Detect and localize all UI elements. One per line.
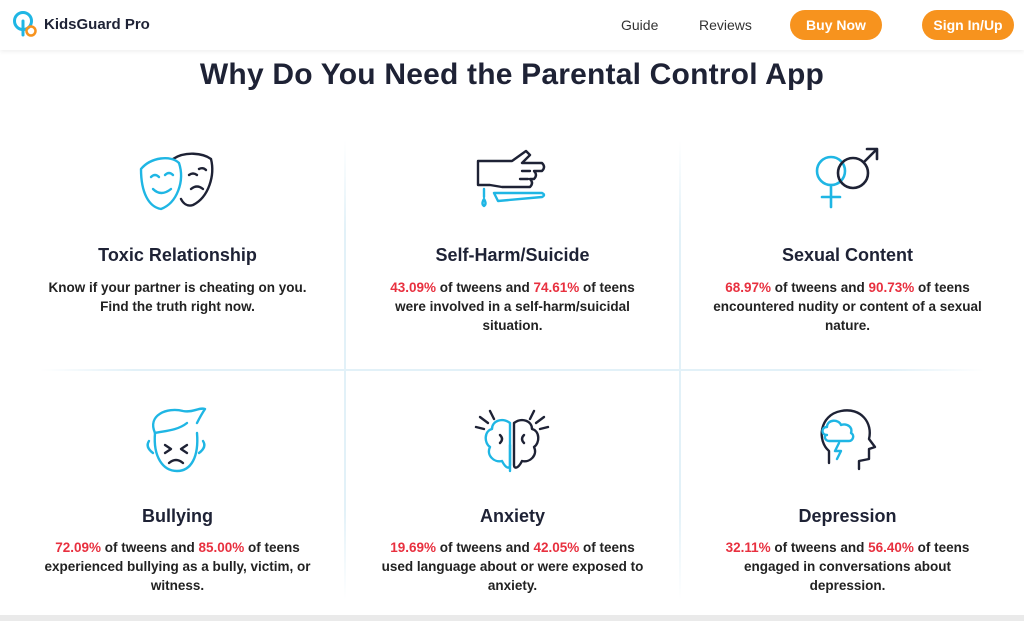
divider [40, 369, 985, 371]
card-title: Bullying [142, 506, 213, 526]
bullied-face-icon [137, 405, 217, 475]
logo[interactable]: KidsGuard Pro [12, 10, 150, 38]
card-title: Self-Harm/Suicide [435, 245, 590, 265]
logo-text: KidsGuard Pro [44, 15, 150, 33]
head-storm-icon [807, 405, 887, 475]
card-text: 68.97% of tweens and 90.73% of teens enc… [713, 280, 982, 333]
masks-icon [137, 145, 217, 215]
card-title: Toxic Relationship [98, 245, 257, 265]
site-header: KidsGuard Pro Guide Reviews Buy Now Sign… [0, 0, 1024, 50]
brain-icon [472, 405, 552, 475]
card-text: 32.11% of tweens and 56.40% of teens eng… [725, 540, 970, 593]
nav-reviews[interactable]: Reviews [699, 17, 752, 33]
kidsguard-logo-icon [13, 11, 37, 37]
buy-now-button[interactable]: Buy Now [790, 10, 882, 40]
card-text: Know if your partner is cheating on you.… [48, 280, 307, 314]
page-footer-edge [0, 615, 1024, 621]
card-title: Anxiety [479, 506, 546, 526]
card-title: Depression [798, 506, 897, 526]
sign-in-button[interactable]: Sign In/Up [922, 10, 1014, 40]
card-text: 19.69% of tweens and 42.05% of teens use… [381, 540, 644, 593]
card-text: 72.09% of tweens and 85.00% of teens exp… [44, 540, 311, 593]
card-title: Sexual Content [781, 245, 914, 265]
card-text: 43.09% of tweens and 74.61% of teens wer… [390, 280, 635, 333]
gender-symbols-icon [807, 145, 887, 215]
page-title: Why Do You Need the Parental Control App [199, 58, 825, 91]
nav-guide[interactable]: Guide [621, 17, 659, 33]
self-harm-icon [472, 145, 552, 215]
